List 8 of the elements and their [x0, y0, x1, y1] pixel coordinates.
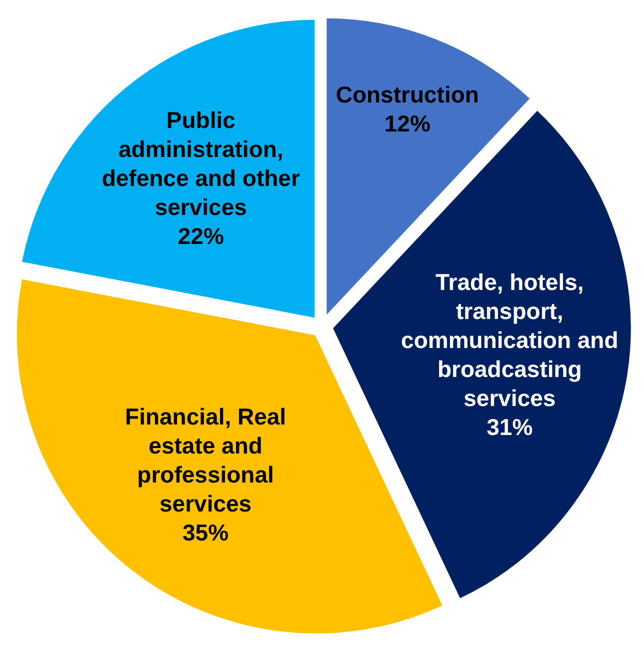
slice-label: Construction [336, 81, 479, 108]
data-label: 31% [486, 414, 533, 440]
slice-label: Public administration, defence and other services [102, 107, 300, 220]
slice-label: Financial, Real estate and professional services [125, 404, 286, 517]
data-label: 12% [384, 110, 430, 136]
data-label: 22% [178, 223, 224, 250]
data-label: 35% [182, 520, 229, 546]
slice-label: Trade, hotels, transport, communication and broadcasting services [401, 268, 618, 411]
